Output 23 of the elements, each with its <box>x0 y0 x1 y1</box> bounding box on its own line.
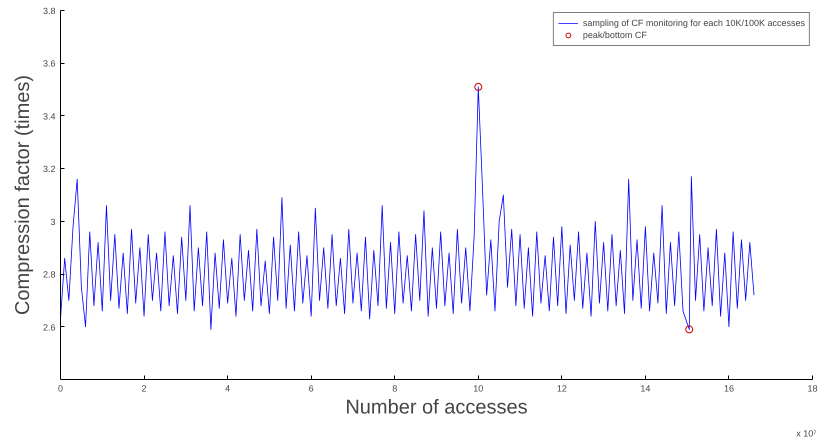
y-tick-label: 3 <box>50 216 56 227</box>
x-tick-label: 2 <box>142 384 147 394</box>
legend-label: peak/bottom CF <box>582 29 647 41</box>
text: x 10⁷ <box>796 428 817 438</box>
y-tick-label: 2.8 <box>42 270 56 280</box>
x-tick-label: 14 <box>640 384 650 394</box>
y-tick-label: 3.8 <box>42 6 56 16</box>
legend-label: sampling of CF monitoring for each 10K/100K accesses <box>582 17 805 29</box>
x-tick-label: 4 <box>225 384 230 394</box>
x-tick-label: 0 <box>58 384 64 394</box>
y-tick-label: 3.6 <box>42 58 56 69</box>
x-axis-title: Number of accesses <box>345 396 528 418</box>
x-tick-label: 18 <box>807 384 818 394</box>
x-tick-label: 12 <box>556 384 567 394</box>
y-tick-label: 2.6 <box>42 322 56 332</box>
x-tick-label: 10 <box>473 384 484 394</box>
x-tick-label: 16 <box>724 384 734 394</box>
y-tick-label: 3.2 <box>42 164 56 174</box>
y-axis-title: Compression factor (times) <box>12 74 34 316</box>
x-tick-label: 8 <box>392 384 398 394</box>
x-tick-label: 6 <box>308 384 314 394</box>
line-series <box>60 86 754 330</box>
y-tick-label: 3.4 <box>42 111 56 122</box>
